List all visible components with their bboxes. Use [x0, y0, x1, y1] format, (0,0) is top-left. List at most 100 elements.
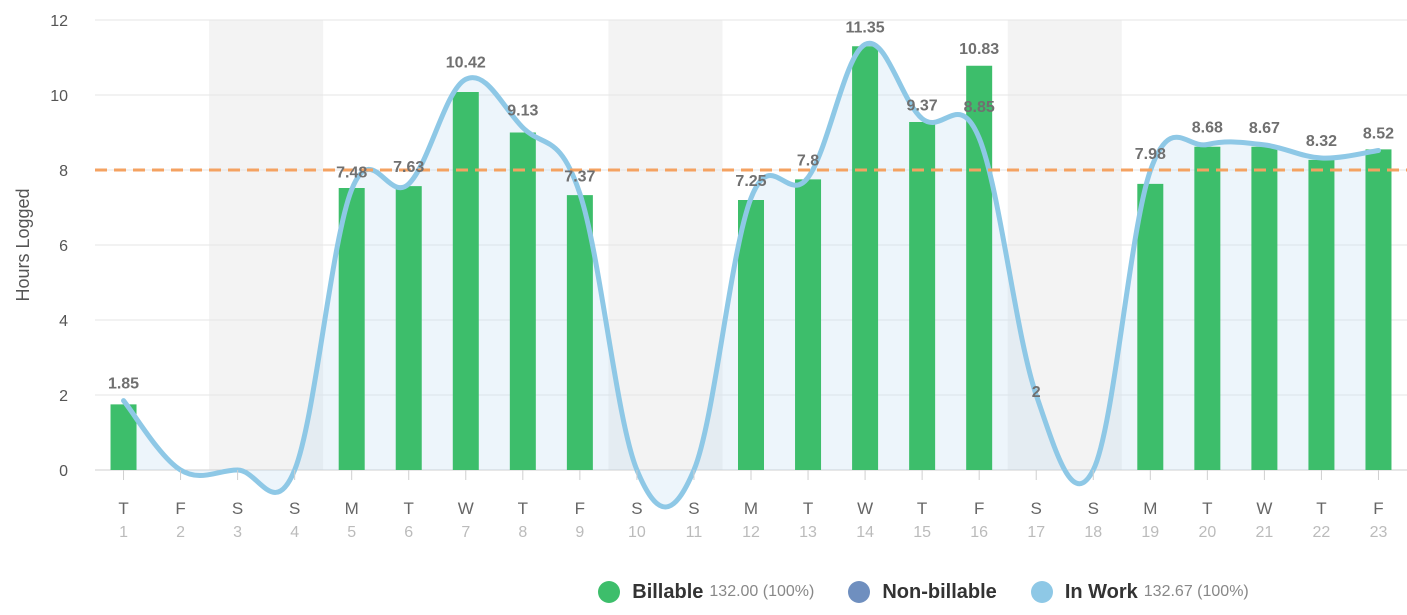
in-work-value-label: 7.37: [564, 169, 595, 186]
in-work-value-label: 7.25: [735, 173, 766, 190]
y-tick-label: 8: [59, 163, 68, 180]
billable-bar: [1251, 146, 1278, 470]
legend-label: Non-billable: [882, 580, 997, 603]
x-tick-day-letter: M: [345, 499, 359, 518]
x-tick-day-letter: W: [458, 499, 474, 518]
y-tick-label: 12: [50, 13, 68, 30]
y-axis-title: Hours Logged: [13, 188, 33, 301]
in-work-dot-icon: [1030, 581, 1053, 603]
billable-bar: [338, 188, 365, 470]
x-tick-day-letter: T: [803, 499, 813, 518]
legend-value: 132.67 (100%): [1143, 583, 1249, 600]
in-work-value-label: 8.85: [964, 99, 995, 116]
billable-bar: [395, 186, 422, 470]
billable-bar: [852, 46, 879, 470]
x-tick-day-number: 22: [1313, 524, 1331, 541]
x-tick-day-letter: S: [631, 499, 642, 518]
x-tick-day-number: 19: [1141, 524, 1159, 541]
x-tick-day-letter: S: [1031, 499, 1042, 518]
billable-bar: [509, 132, 536, 470]
in-work-value-label: 8.52: [1363, 126, 1394, 143]
x-tick-day-number: 8: [518, 524, 527, 541]
x-tick-day-number: 16: [970, 524, 988, 541]
billable-bar: [452, 92, 479, 470]
billable-bars: [110, 46, 1392, 470]
x-tick-day-number: 2: [176, 524, 185, 541]
legend-label: In Work: [1064, 580, 1138, 603]
x-tick-day-number: 9: [575, 524, 584, 541]
x-tick-day-letter: S: [289, 499, 300, 518]
in-work-value-label: 1.85: [108, 376, 139, 393]
x-tick-day-number: 20: [1198, 524, 1216, 541]
legend: Billable 132.00 (100%) Non-billable In W…: [0, 574, 1407, 610]
x-tick-day-letter: F: [575, 499, 585, 518]
billable-bar: [1137, 183, 1164, 470]
billable-bar: [795, 179, 822, 470]
x-tick-day-number: 12: [742, 524, 760, 541]
in-work-value-label: 9.37: [907, 98, 938, 115]
billable-bar: [909, 122, 936, 470]
x-tick-day-letter: M: [1143, 499, 1157, 518]
x-tick-day-letter: S: [688, 499, 699, 518]
billable-bar: [566, 195, 593, 470]
x-tick-day-letter: F: [974, 499, 984, 518]
x-tick-day-letter: T: [118, 499, 128, 518]
in-work-value-label: 7.8: [797, 153, 819, 170]
legend-label: Billable: [632, 580, 704, 603]
x-tick-day-number: 5: [347, 524, 356, 541]
x-tick-day-letter: T: [1202, 499, 1212, 518]
x-tick-day-number: 10: [628, 524, 646, 541]
billable-bar: [1365, 149, 1392, 470]
x-tick-day-letter: W: [1256, 499, 1272, 518]
x-axis-ticks: T 1 F 2 S 3 S 4 M 5 T 6 W 7 T 8 F 9 S 10 S 11 M 12 T 13 W 14 T 15 F 16 S…: [118, 470, 1387, 541]
billable-value-label: 10.83: [959, 41, 999, 58]
x-tick-day-number: 11: [686, 524, 703, 541]
billable-bar: [966, 65, 993, 470]
x-tick-day-letter: T: [917, 499, 927, 518]
x-tick-day-letter: T: [404, 499, 414, 518]
in-work-value-label: 11.35: [846, 19, 885, 36]
x-tick-day-letter: F: [1373, 499, 1383, 518]
billable-dot-icon: [598, 581, 621, 603]
billable-bar: [1308, 159, 1335, 470]
x-tick-day-number: 15: [913, 524, 931, 541]
x-tick-day-letter: T: [518, 499, 528, 518]
in-work-line-path: [121, 40, 1381, 510]
x-tick-day-letter: S: [1088, 499, 1099, 518]
x-tick-day-number: 17: [1027, 524, 1045, 541]
in-work-value-label: 8.67: [1249, 120, 1280, 137]
y-tick-label: 2: [59, 388, 68, 405]
legend-item-billable[interactable]: Billable 132.00 (100%): [598, 581, 814, 604]
x-tick-day-number: 1: [119, 524, 128, 541]
x-tick-day-letter: M: [744, 499, 758, 518]
in-work-value-label: 8.68: [1192, 120, 1223, 137]
non-billable-dot-icon: [848, 581, 871, 603]
billable-bar: [738, 200, 764, 470]
x-tick-day-number: 7: [461, 524, 470, 541]
in-work-value-label: 9.13: [507, 103, 538, 120]
x-tick-day-number: 23: [1370, 524, 1388, 541]
x-tick-day-number: 21: [1255, 524, 1273, 541]
x-tick-day-letter: F: [175, 499, 185, 518]
in-work-value-label: 10.42: [446, 54, 486, 71]
in-work-line: [121, 40, 1381, 510]
value-labels: 1.85 7.48 7.63 10.42 9.13 7.37 7.25 7.8 11.35 9.3…: [108, 19, 1394, 401]
x-tick-day-letter: S: [232, 499, 243, 518]
in-work-value-label: 7.63: [393, 159, 424, 176]
y-axis-ticks: 0 2 4 6 8 10 12: [50, 13, 68, 480]
in-work-value-label: 8.32: [1306, 133, 1337, 150]
x-tick-day-number: 4: [290, 524, 299, 541]
in-work-value-label: 7.98: [1135, 146, 1166, 163]
legend-item-non-billable[interactable]: Non-billable: [848, 580, 997, 604]
y-tick-label: 4: [59, 313, 68, 330]
legend-value: 132.00 (100%): [709, 583, 815, 600]
x-tick-day-letter: W: [857, 499, 873, 518]
in-work-value-label: 2: [1032, 384, 1041, 401]
x-tick-day-number: 18: [1084, 524, 1102, 541]
x-tick-day-number: 6: [404, 524, 413, 541]
in-work-value-label: 7.48: [336, 165, 367, 182]
x-tick-day-number: 13: [799, 524, 817, 541]
legend-item-in-work[interactable]: In Work 132.67 (100%): [1030, 580, 1249, 604]
x-tick-day-letter: T: [1316, 499, 1326, 518]
